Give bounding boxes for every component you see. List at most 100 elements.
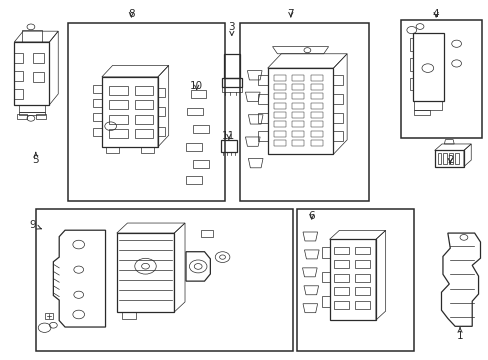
Bar [310,112,322,118]
Bar [158,107,165,116]
Text: 10: 10 [190,81,203,91]
Bar [310,131,322,136]
Bar [36,114,46,119]
Bar [291,121,304,127]
Bar [257,113,267,123]
Bar [33,72,43,82]
Bar [448,153,452,164]
Bar [186,108,202,116]
Bar [273,112,285,118]
Bar [333,75,343,85]
Bar [291,140,304,146]
Bar [109,129,127,138]
Bar [134,86,153,95]
Bar [273,103,285,109]
Bar [321,296,329,307]
Bar [354,274,369,282]
Bar [221,87,242,92]
Text: 3: 3 [228,22,235,36]
Bar [434,150,463,167]
Bar [44,313,53,319]
Bar [93,85,102,93]
Text: 8: 8 [128,9,134,19]
Bar [273,93,285,99]
Bar [354,287,369,295]
Text: 1: 1 [456,328,463,341]
Bar [17,114,26,119]
Bar [14,53,23,63]
Bar [321,272,329,282]
Bar [122,312,136,319]
Bar [310,121,322,127]
Bar [257,131,267,141]
Bar [412,33,444,101]
Bar [134,100,153,109]
Bar [354,247,369,255]
Bar [21,31,42,42]
Bar [109,100,127,109]
Bar [437,153,441,164]
Bar [158,127,165,136]
Bar [93,128,102,136]
Bar [14,89,23,99]
Bar [291,84,304,90]
Bar [291,131,304,136]
Bar [291,112,304,118]
Bar [273,131,285,136]
Bar [257,75,267,85]
Bar [409,39,412,51]
Text: 5: 5 [32,152,39,165]
Bar [334,301,348,309]
Bar [297,210,413,351]
Bar [400,21,482,138]
Bar [413,110,429,115]
Bar [334,247,348,255]
Bar [329,239,375,320]
Bar [220,140,237,152]
Bar [409,78,412,90]
Bar [36,210,293,351]
Bar [273,121,285,127]
Bar [105,147,119,153]
Bar [291,75,304,81]
Bar [93,113,102,121]
Bar [310,103,322,109]
Bar [443,153,447,164]
Bar [321,247,329,258]
Bar [93,99,102,107]
Bar [454,153,458,164]
Bar [158,87,165,96]
Bar [102,77,158,147]
Bar [333,94,343,104]
Bar [14,71,23,81]
Bar [354,301,369,309]
Bar [267,68,333,154]
Bar [409,58,412,71]
Bar [117,233,174,312]
Bar [68,23,224,201]
Bar [334,287,348,295]
Bar [354,260,369,268]
Bar [109,114,127,123]
Bar [193,126,208,134]
Bar [334,274,348,282]
Bar [333,131,343,141]
Text: 9: 9 [29,220,41,230]
Bar [223,54,240,78]
Bar [310,75,322,81]
Bar [200,230,212,237]
Bar [333,113,343,123]
Bar [33,53,43,63]
Bar [134,129,153,138]
Bar [310,93,322,99]
Bar [109,86,127,95]
Text: 6: 6 [308,211,314,221]
Text: 7: 7 [287,9,294,19]
Bar [291,93,304,99]
Bar [239,23,368,201]
Text: 4: 4 [432,9,439,19]
Bar [257,94,267,104]
Text: 2: 2 [446,155,453,165]
Bar [291,103,304,109]
Bar [273,84,285,90]
